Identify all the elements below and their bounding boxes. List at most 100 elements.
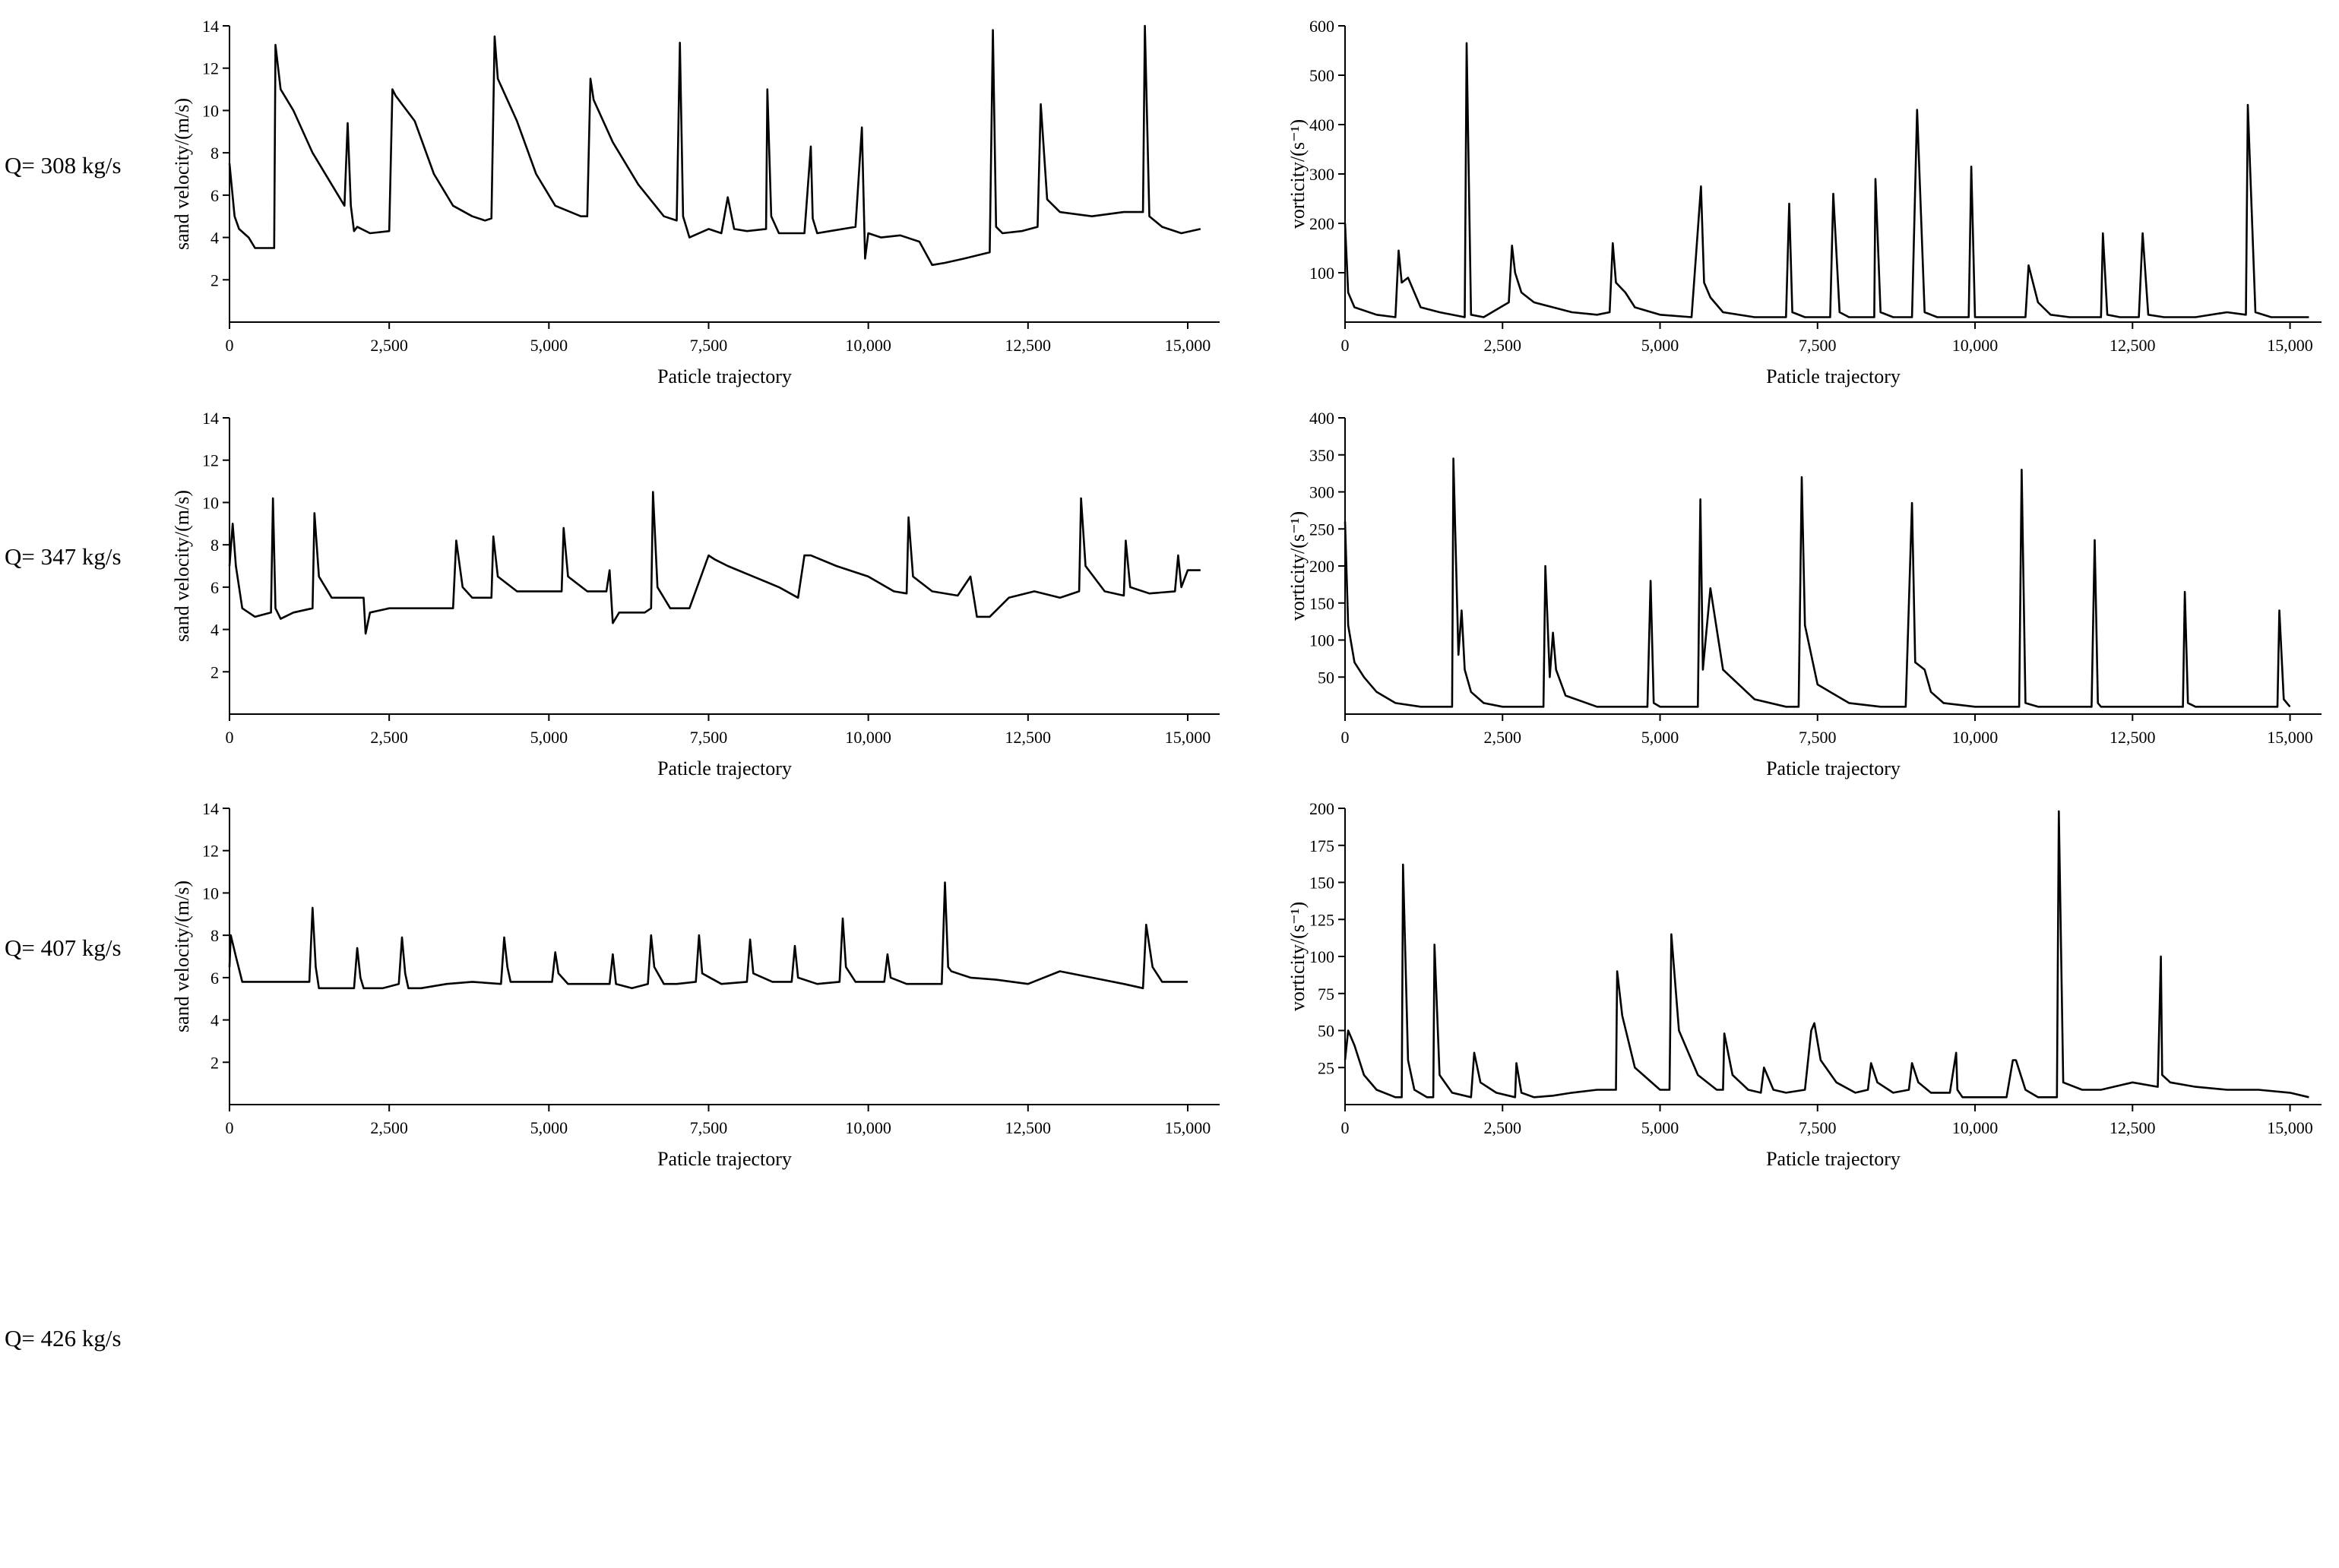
y-tick-label: 300: [1309, 165, 1334, 184]
y-tick-label: 6: [210, 578, 219, 597]
chart-2: 0 2,500 5,000 7,500 10,000 12,500 15,000 100 200…: [1287, 17, 2322, 387]
x-tick-label: 2,500: [1484, 1118, 1522, 1137]
y-axis-title: sand velocity/(m/s): [171, 98, 193, 250]
x-tick-label: 10,000: [845, 336, 891, 355]
x-tick-label: 15,000: [2267, 336, 2313, 355]
x-tick-label: 5,000: [530, 728, 568, 747]
y-tick-label: 8: [210, 536, 219, 555]
y-tick-label: 4: [210, 1011, 219, 1030]
x-axis-title: Paticle trajectory: [1766, 1148, 1901, 1170]
y-tick-label: 10: [202, 493, 219, 512]
y-tick-label: 4: [210, 229, 219, 248]
y-tick-label: 400: [1309, 409, 1334, 428]
y-tick-label: 14: [202, 17, 219, 36]
y-tick-label: 400: [1309, 115, 1334, 134]
y-tick-label: 600: [1309, 17, 1334, 36]
y-axis-title: vorticity/(s⁻¹): [1287, 902, 1309, 1011]
x-tick-label: 5,000: [1641, 728, 1679, 747]
y-tick-label: 125: [1309, 910, 1334, 929]
y-tick-label: 100: [1309, 947, 1334, 966]
x-tick-label: 0: [1341, 728, 1350, 747]
x-tick-label: 0: [226, 1118, 234, 1137]
y-tick-label: 8: [210, 144, 219, 163]
y-tick-label: 200: [1309, 557, 1334, 576]
x-tick-label: 15,000: [1165, 728, 1211, 747]
y-axis-title: vorticity/(s⁻¹): [1287, 119, 1309, 229]
chart-1: 0 2,500 5,000 7,500 10,000 12,500 15,000 2 4 6 8 10…: [171, 17, 1220, 387]
y-tick-label: 14: [202, 409, 219, 428]
x-tick-label: 10,000: [1952, 728, 1999, 747]
y-tick-label: 150: [1309, 594, 1334, 613]
x-tick-label: 2,500: [370, 728, 408, 747]
y-tick-label: 150: [1309, 874, 1334, 893]
x-tick-label: 15,000: [1165, 1118, 1211, 1137]
series-line-1: [228, 881, 1188, 990]
x-tick-label: 5,000: [530, 1118, 568, 1137]
x-tick-label: 12,500: [2110, 1118, 2156, 1137]
x-tick-label: 2,500: [370, 1118, 408, 1137]
y-tick-label: 100: [1309, 631, 1334, 650]
x-tick-label: 2,500: [1484, 336, 1522, 355]
y-tick-label: 300: [1309, 483, 1334, 502]
x-tick-label: 7,500: [1799, 336, 1837, 355]
chart-4: 0 2,500 5,000 7,500 10,000 12,500 15,000 50 100 1…: [1287, 409, 2322, 779]
row-label-407: Q= 407 kg/s: [5, 934, 122, 961]
chart-3: 0 2,500 5,000 7,500 10,000 12,500 15,000 2 4 6 8 10…: [171, 409, 1220, 779]
y-tick-label: 50: [1318, 1022, 1334, 1041]
y-tick-label: 2: [210, 1053, 219, 1072]
x-tick-label: 2,500: [370, 336, 408, 355]
x-tick-label: 15,000: [2267, 728, 2313, 747]
y-tick-label: 12: [202, 451, 219, 470]
y-tick-label: 4: [210, 621, 219, 640]
chart-6: 0 2,500 5,000 7,500 10,000 12,500 15,000 25 50 75…: [1287, 799, 2322, 1170]
row-label-347: Q= 347 kg/s: [5, 543, 122, 570]
y-tick-label: 10: [202, 884, 219, 903]
series-line-1: [1344, 457, 2291, 708]
x-tick-label: 0: [1341, 336, 1350, 355]
y-tick-label: 250: [1309, 520, 1334, 539]
y-axis-title: sand velocity/(m/s): [171, 880, 193, 1032]
x-tick-label: 0: [226, 728, 234, 747]
x-axis-title: Paticle trajectory: [657, 757, 792, 779]
x-tick-label: 7,500: [690, 336, 728, 355]
x-tick-label: 10,000: [1952, 336, 1999, 355]
x-tick-label: 7,500: [1799, 1118, 1837, 1137]
x-tick-label: 5,000: [1641, 336, 1679, 355]
y-tick-label: 2: [210, 662, 219, 681]
y-tick-label: 200: [1309, 214, 1334, 233]
x-tick-label: 7,500: [690, 728, 728, 747]
y-tick-label: 12: [202, 842, 219, 861]
y-tick-label: 500: [1309, 66, 1334, 85]
x-tick-label: 10,000: [845, 1118, 891, 1137]
y-tick-label: 6: [210, 186, 219, 205]
x-axis-title: Paticle trajectory: [657, 1148, 792, 1170]
y-tick-label: 350: [1309, 446, 1334, 465]
x-tick-label: 15,000: [2267, 1118, 2313, 1137]
x-tick-label: 7,500: [690, 1118, 728, 1137]
x-tick-label: 0: [226, 336, 234, 355]
y-tick-label: 6: [210, 969, 219, 988]
x-tick-label: 10,000: [845, 728, 891, 747]
x-tick-label: 0: [1341, 1118, 1350, 1137]
y-axis-title: sand velocity/(m/s): [171, 490, 193, 642]
series-line-1: [1344, 42, 2309, 318]
series-line-1: [228, 491, 1201, 635]
row-label-308: Q= 308 kg/s: [5, 152, 122, 179]
y-tick-label: 50: [1318, 668, 1334, 687]
x-tick-label: 12,500: [2110, 336, 2156, 355]
y-tick-label: 12: [202, 59, 219, 78]
y-axis-title: vorticity/(s⁻¹): [1287, 511, 1309, 621]
y-tick-label: 8: [210, 926, 219, 945]
y-tick-label: 100: [1309, 264, 1334, 283]
x-tick-label: 5,000: [530, 336, 568, 355]
row-label-426: Q= 426 kg/s: [5, 1325, 122, 1351]
x-tick-label: 7,500: [1799, 728, 1837, 747]
y-tick-label: 175: [1309, 836, 1334, 855]
x-tick-label: 12,500: [1005, 336, 1052, 355]
x-axis-title: Paticle trajectory: [657, 365, 792, 387]
x-tick-label: 10,000: [1952, 1118, 1999, 1137]
y-tick-label: 200: [1309, 799, 1334, 818]
series-line-1: [228, 24, 1201, 267]
